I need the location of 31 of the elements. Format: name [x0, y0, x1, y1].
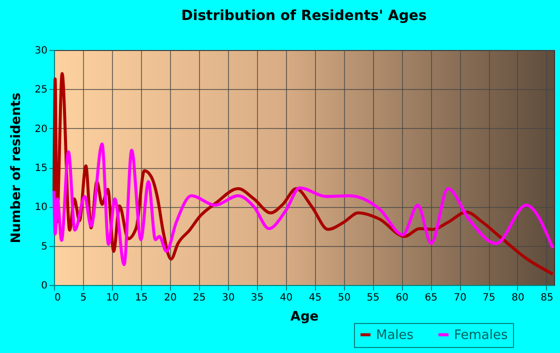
x-tick-label: 70 [454, 292, 466, 304]
x-tick-label: 85 [540, 292, 554, 304]
x-tick-label: 0 [54, 292, 61, 304]
x-tick-label: 45 [308, 292, 322, 304]
y-tick-label: 15 [34, 163, 48, 174]
y-tick-label: 25 [34, 84, 48, 96]
x-tick-label: 75 [482, 292, 496, 304]
y-axis-title: Number of residents [8, 92, 24, 244]
x-tick-label: 10 [106, 292, 119, 304]
x-tick-label: 35 [250, 292, 264, 304]
x-tick-label: 55 [366, 292, 380, 304]
x-tick-label: 80 [512, 292, 524, 304]
x-tick-label: 60 [396, 292, 408, 304]
x-tick-label: 25 [192, 292, 206, 304]
y-tick-label: 20 [34, 124, 48, 135]
x-tick-label: 65 [424, 292, 438, 304]
x-tick-label: 40 [280, 292, 293, 304]
line-series [52, 142, 554, 266]
y-tick-label: 5 [41, 241, 48, 252]
x-tick-label: 20 [164, 292, 177, 304]
y-tick-label: 30 [34, 46, 48, 56]
x-tick-label: 15 [135, 292, 148, 304]
y-tick-label: 0 [41, 280, 48, 292]
x-tick-label: 30 [222, 292, 235, 304]
chart-title: Distribution of Residents' Ages [181, 8, 427, 24]
x-tick-label: 5 [80, 292, 87, 304]
legend-label: Females [454, 328, 508, 343]
x-axis-title: Age [290, 310, 319, 324]
legend-label: Males [376, 328, 414, 343]
x-tick-label: 50 [338, 292, 351, 304]
y-tick-label: 10 [34, 202, 48, 214]
